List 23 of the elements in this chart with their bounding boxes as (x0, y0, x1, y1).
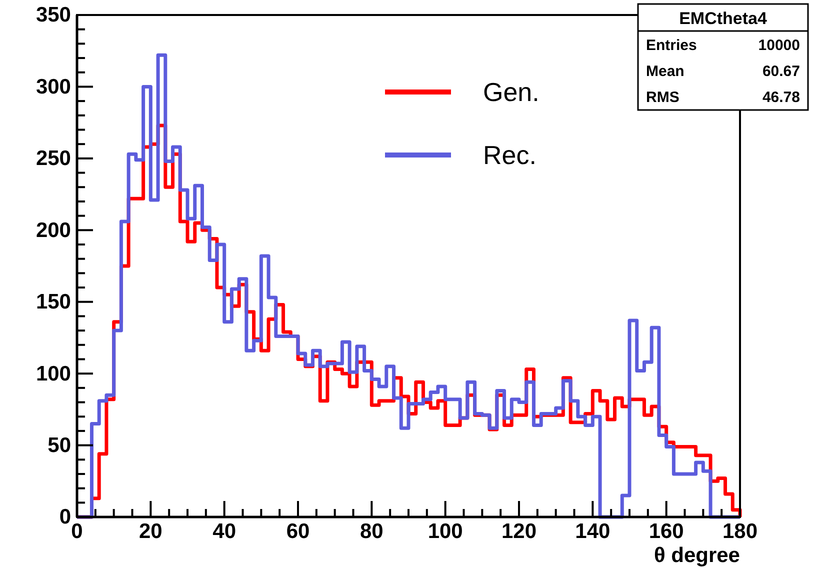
x-tick-label: 60 (286, 520, 310, 543)
y-tick-label: 150 (36, 290, 71, 314)
x-tick-label: 80 (360, 520, 384, 543)
y-tick-label: 50 (48, 434, 71, 458)
x-tick-label: 140 (575, 520, 610, 543)
x-axis-title: θ degree (654, 544, 740, 567)
text: Entries 10000 (646, 37, 800, 54)
y-tick-label: 350 (36, 4, 71, 27)
x-tick-label: 100 (428, 520, 463, 543)
x-tick-label: 160 (648, 520, 684, 543)
x-tick-label: 40 (212, 520, 236, 543)
legend-label: Rec. (483, 140, 536, 170)
y-tick-label: 100 (36, 362, 71, 386)
x-tick-label: 180 (722, 520, 758, 543)
legend-label: Gen. (483, 77, 540, 107)
text: RMS 46.78 (646, 89, 800, 106)
x-tick-label: 20 (138, 520, 162, 543)
text: Mean 60.67 (646, 63, 800, 80)
y-tick-label: 300 (36, 75, 71, 98)
y-tick-label: 250 (36, 147, 71, 170)
y-tick-label: 200 (36, 218, 71, 242)
annotation: EMCtheta4 (679, 9, 768, 28)
x-tick-label: 120 (501, 520, 537, 543)
